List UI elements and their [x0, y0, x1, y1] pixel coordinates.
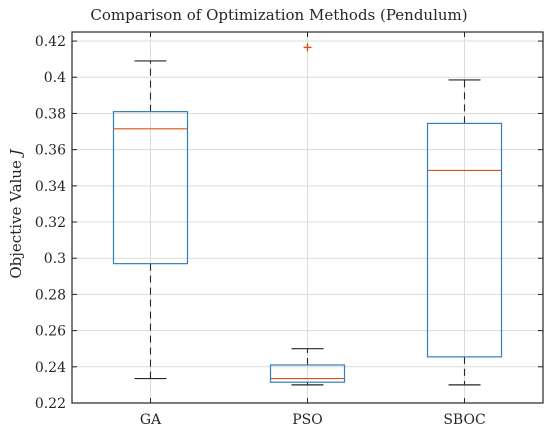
x-tick-label: SBOC [443, 412, 485, 428]
box-ga [112, 60, 189, 380]
y-tick-label: 0.38 [35, 106, 66, 122]
y-axis-ticks: 0.22 0.24 0.26 0.28 0.3 0.32 0.34 0.36 0.38 0.4 0.… [35, 34, 543, 412]
y-axis-label-symbol: J [7, 148, 25, 158]
y-tick-label: 0.22 [35, 396, 66, 412]
y-tick-label: 0.32 [35, 215, 66, 231]
outlier-marker [303, 43, 312, 52]
x-tick-label: PSO [292, 412, 323, 428]
y-axis-label: Objective Value J [7, 148, 25, 278]
iqr-box [269, 364, 346, 383]
iqr-box [112, 111, 189, 265]
y-tick-label: 0.28 [35, 287, 66, 303]
y-tick-label: 0.36 [35, 143, 66, 159]
y-axis-label-text: Objective Value [7, 160, 25, 279]
box-series [112, 43, 503, 386]
grid-lines [72, 32, 543, 404]
box-pso [269, 43, 346, 386]
y-tick-label: 0.26 [35, 324, 66, 340]
chart-title: Comparison of Optimization Methods (Pend… [90, 6, 467, 24]
x-tick-label: GA [140, 412, 162, 428]
y-tick-label: 0.24 [35, 360, 66, 376]
y-tick-label: 0.34 [35, 179, 66, 195]
x-axis-ticks: GA PSO SBOC [140, 32, 486, 428]
iqr-box [426, 122, 503, 358]
box-sboc [426, 79, 503, 386]
plot-area-frame [71, 31, 544, 404]
y-tick-label: 0.42 [35, 34, 66, 50]
y-tick-label: 0.4 [44, 70, 66, 86]
y-tick-label: 0.3 [44, 251, 66, 267]
